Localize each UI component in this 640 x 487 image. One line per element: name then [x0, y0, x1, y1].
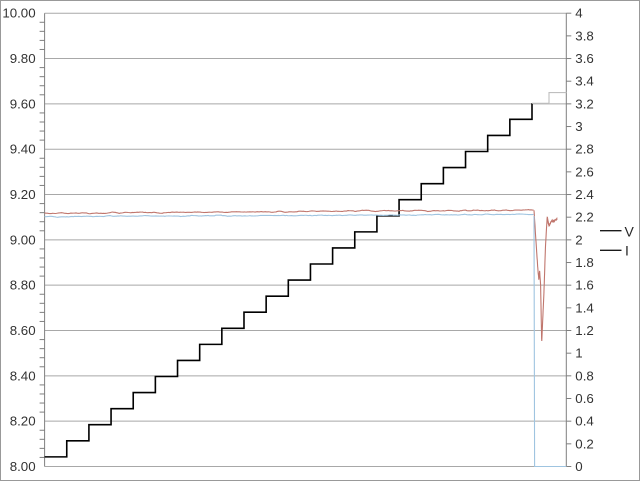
svg-text:3.8: 3.8	[575, 28, 594, 43]
svg-text:1: 1	[575, 346, 582, 361]
svg-text:0.4: 0.4	[575, 414, 594, 429]
svg-text:1.4: 1.4	[575, 300, 594, 315]
svg-text:2.8: 2.8	[575, 142, 594, 157]
svg-text:2.6: 2.6	[575, 164, 594, 179]
svg-text:V: V	[625, 224, 635, 240]
svg-text:8.60: 8.60	[10, 323, 36, 338]
svg-text:1.6: 1.6	[575, 278, 594, 293]
svg-text:3.2: 3.2	[575, 96, 594, 111]
svg-text:0.2: 0.2	[575, 436, 594, 451]
svg-text:9.40: 9.40	[10, 142, 36, 157]
svg-text:1.2: 1.2	[575, 323, 594, 338]
svg-text:I: I	[625, 243, 629, 259]
svg-text:8.80: 8.80	[10, 278, 36, 293]
svg-text:9.80: 9.80	[10, 51, 36, 66]
svg-text:3.6: 3.6	[575, 51, 594, 66]
svg-text:9.20: 9.20	[10, 187, 36, 202]
svg-text:0: 0	[575, 459, 582, 474]
svg-text:9.60: 9.60	[10, 96, 36, 111]
svg-text:2.2: 2.2	[575, 210, 594, 225]
svg-text:2: 2	[575, 232, 582, 247]
svg-text:9.00: 9.00	[10, 232, 36, 247]
svg-text:8.00: 8.00	[10, 459, 36, 474]
svg-text:3: 3	[575, 119, 582, 134]
svg-text:0.6: 0.6	[575, 391, 594, 406]
svg-text:8.40: 8.40	[10, 368, 36, 383]
svg-text:4: 4	[575, 6, 582, 21]
svg-text:2.4: 2.4	[575, 187, 594, 202]
svg-text:0.8: 0.8	[575, 368, 594, 383]
svg-text:8.20: 8.20	[10, 414, 36, 429]
svg-text:10.00: 10.00	[2, 6, 35, 21]
svg-text:1.8: 1.8	[575, 255, 594, 270]
svg-text:3.4: 3.4	[575, 74, 594, 89]
